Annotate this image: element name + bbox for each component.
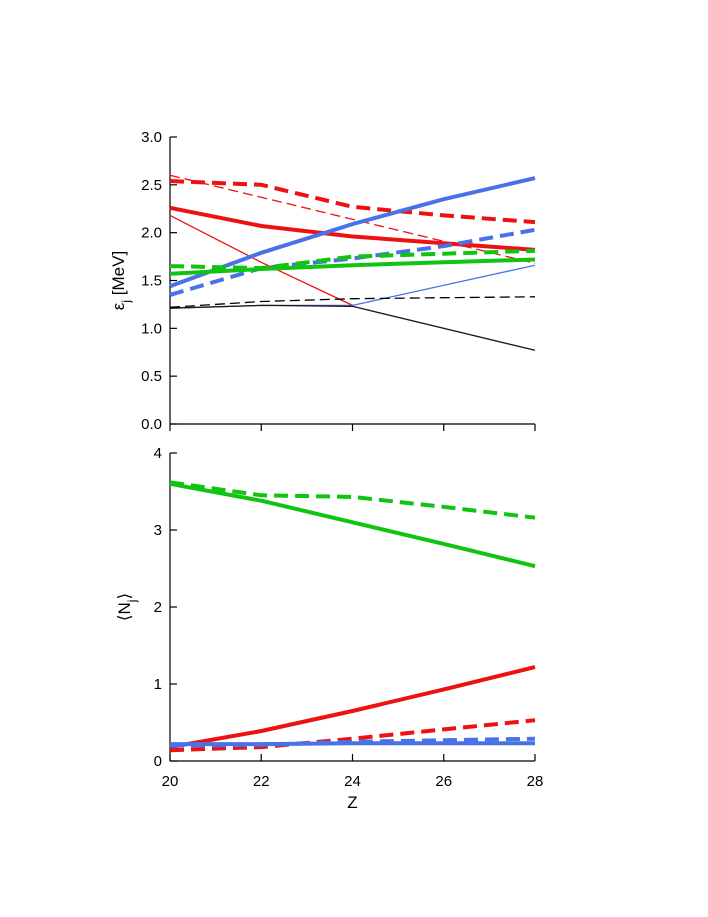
top-chart-panel: 0.0 0.5 1.0 1.5 2.0 2.5 3.0 εj [MeV]: [109, 129, 536, 433]
x-tick-label: 22: [253, 773, 270, 790]
series-line-black-thin-dashed: [169, 296, 536, 308]
series-line-red-thin-dashed: [169, 174, 536, 264]
y-axis-title: ⟨Nj⟩: [115, 593, 139, 621]
series-line-red-thin-solid: [169, 214, 353, 306]
y-axis-title: εj [MeV]: [109, 251, 133, 310]
bottom-chart-panel: 0 1 2 3 4 20 22 24 26 28 ⟨Nj⟩ Z: [115, 445, 543, 812]
x-tick-label: 26: [435, 773, 452, 790]
y-tick-label: 4: [154, 445, 162, 462]
y-tick-label: 1.5: [141, 273, 162, 290]
series-line-red-thick-dashed: [169, 718, 536, 753]
x-tick-label: 24: [344, 773, 361, 790]
x-tick-label: 20: [162, 773, 179, 790]
x-axis-title: Z: [347, 793, 357, 812]
series-line-blue-thick-solid: [170, 741, 535, 747]
y-tick-label: 1: [154, 676, 162, 693]
y-tick-label: 0.0: [141, 416, 162, 433]
y-tick-label: 2.0: [141, 225, 162, 242]
y-tick-label: 3.0: [141, 129, 162, 146]
y-tick-label: 0.5: [141, 368, 162, 385]
x-tick-label: 28: [527, 773, 544, 790]
series-line-green-thick-solid: [169, 257, 536, 276]
y-tick-label: 2: [154, 599, 162, 616]
y-tick-label: 1.0: [141, 320, 162, 337]
y-tick-label: 2.5: [141, 177, 162, 194]
series-line-red-thick-solid: [169, 205, 536, 252]
series-line-red-thick-solid: [169, 665, 536, 750]
series-line-blue-thick-dashed: [169, 736, 536, 748]
series-line-black-thin-solid: [169, 304, 536, 351]
series-line-blue-thick-dashed: [169, 227, 536, 297]
y-tick-label: 0: [154, 753, 162, 770]
series-line-green-thick-solid: [169, 481, 536, 569]
y-tick-label: 3: [154, 522, 162, 539]
series-line-red-thick-dashed: [169, 179, 536, 225]
series-line-green-thick-dashed: [169, 248, 536, 271]
series-line-green-thick-dashed: [169, 480, 536, 520]
series-line-blue-thick-solid: [169, 176, 536, 289]
